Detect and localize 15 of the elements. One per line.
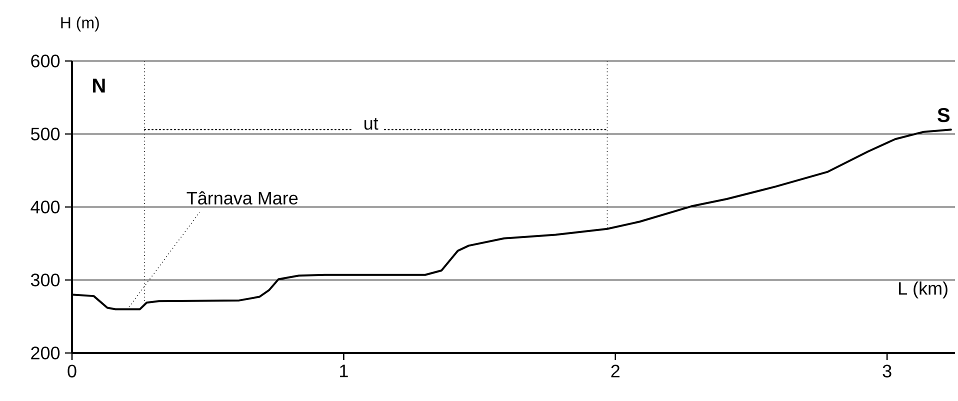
y-tick-label: 500	[30, 128, 60, 140]
y-tick-label: 300	[30, 274, 60, 286]
annotation: S	[938, 108, 950, 122]
x-axis-title: L (km)	[899, 282, 948, 298]
y-tick-label: 400	[30, 200, 60, 214]
x-tick-label: 2	[611, 364, 620, 378]
x-tick-label: 3	[882, 364, 892, 378]
x-tick-label: 0	[68, 364, 76, 378]
y-tick-label: 200	[31, 346, 60, 360]
y-axis-title: H (m)	[61, 16, 99, 32]
annotation: N	[93, 78, 105, 93]
y-tick-label: 600	[31, 54, 60, 68]
series-label: ut	[364, 118, 378, 130]
x-tick-label: 1	[340, 364, 348, 378]
annotation: Târnava Mare	[186, 191, 298, 205]
